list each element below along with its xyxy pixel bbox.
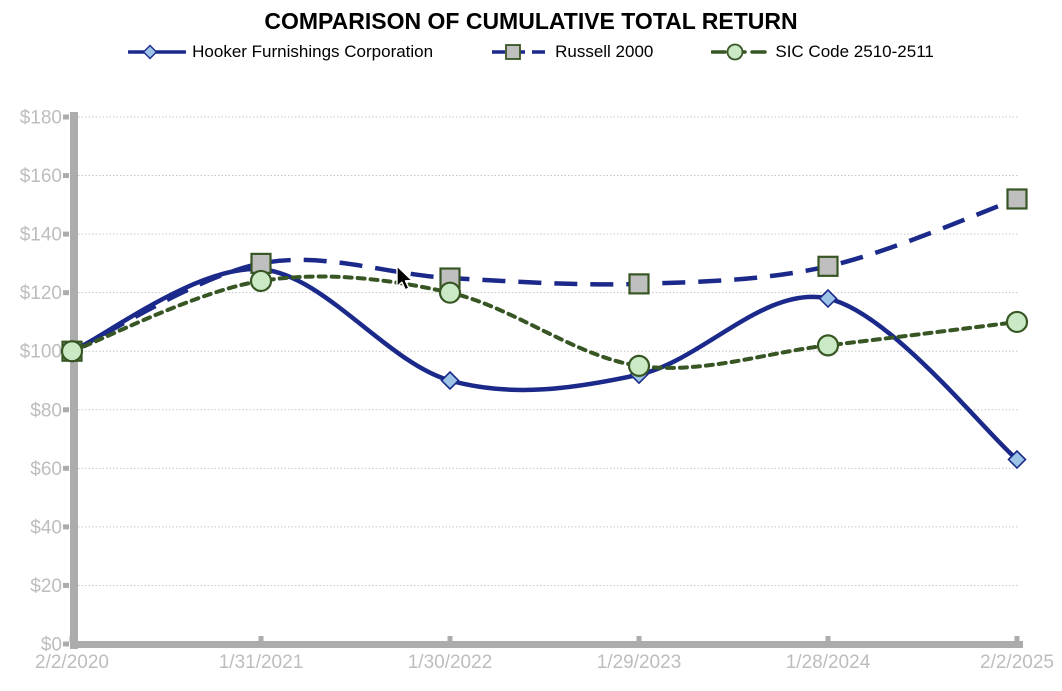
square-marker-russell-2000 bbox=[817, 255, 839, 277]
y-tick bbox=[63, 173, 69, 179]
gridlines bbox=[78, 116, 1019, 586]
y-tick bbox=[63, 231, 69, 237]
axes bbox=[63, 112, 1023, 649]
axis-labels: $0 $20 $40 $60 $80 $100 $120 $140 $160 $180 2/2/20… bbox=[20, 108, 1054, 674]
x-axis-tick-label: 2/2/2020 bbox=[35, 652, 109, 673]
x-tick bbox=[258, 636, 264, 642]
diamond-marker-hooker-furnishings-corporation bbox=[818, 288, 838, 309]
y-axis-line bbox=[70, 112, 78, 649]
y-tick bbox=[63, 465, 69, 471]
series-line-hooker-furnishings-corporation bbox=[69, 266, 1020, 462]
x-tick bbox=[447, 636, 453, 642]
legend-label: Russell 2000 bbox=[555, 42, 654, 61]
legend-label: Hooker Furnishings Corporation bbox=[192, 42, 434, 61]
series-line-russell-2000 bbox=[71, 196, 1018, 354]
y-tick bbox=[63, 290, 69, 296]
line-diamond-swatch-icon bbox=[128, 44, 187, 60]
diamond-marker-hooker-furnishings-corporation bbox=[1007, 449, 1027, 470]
y-axis-tick-label: $140 bbox=[20, 225, 62, 246]
chart-title: COMPARISON OF CUMULATIVE TOTAL RETURN bbox=[264, 8, 798, 34]
legend-item-hooker-furnishings: Hooker Furnishings Corporation bbox=[128, 42, 433, 62]
dashed-line-square-swatch-icon bbox=[492, 44, 549, 60]
legend-item-russell-2000: Russell 2000 bbox=[491, 42, 653, 62]
circle-marker-sic-code-2510-2511 bbox=[627, 354, 651, 377]
x-axis-tick-label: 1/28/2024 bbox=[786, 652, 871, 673]
y-tick bbox=[63, 114, 69, 120]
y-axis-tick-label: $20 bbox=[30, 576, 62, 597]
square-marker-russell-2000 bbox=[628, 273, 650, 295]
series-markers bbox=[60, 188, 1029, 470]
circle-marker-sic-code-2510-2511 bbox=[438, 281, 462, 304]
series-lines bbox=[69, 196, 1020, 462]
y-tick bbox=[63, 524, 69, 530]
mouse-cursor-icon bbox=[396, 265, 413, 291]
x-tick bbox=[825, 636, 831, 642]
x-tick bbox=[69, 636, 75, 642]
circle-marker-sic-code-2510-2511 bbox=[60, 340, 84, 363]
y-axis-tick-label: $180 bbox=[20, 108, 62, 129]
x-axis-tick-label: 1/31/2021 bbox=[219, 652, 304, 673]
y-axis-tick-label: $0 bbox=[41, 635, 62, 656]
y-axis-tick-label: $120 bbox=[20, 283, 62, 304]
legend: Hooker Furnishings Corporation Russell 2… bbox=[0, 42, 1062, 62]
circle-marker-sic-code-2510-2511 bbox=[816, 334, 840, 357]
x-tick bbox=[636, 636, 642, 642]
legend-item-sic-code: SIC Code 2510-2511 bbox=[711, 42, 934, 62]
y-axis-tick-label: $160 bbox=[20, 166, 62, 187]
square-marker-russell-2000 bbox=[1006, 188, 1028, 210]
x-axis-tick-label: 1/30/2022 bbox=[408, 652, 493, 673]
legend-label: SIC Code 2510-2511 bbox=[775, 42, 934, 61]
circle-marker-sic-code-2510-2511 bbox=[1005, 310, 1029, 334]
y-tick bbox=[63, 582, 69, 588]
y-axis-tick-label: $60 bbox=[30, 459, 62, 480]
x-axis-line bbox=[70, 641, 1023, 648]
y-axis-tick-label: $80 bbox=[30, 400, 62, 421]
dashed-line-circle-swatch-icon bbox=[711, 43, 770, 61]
diamond-marker-hooker-furnishings-corporation bbox=[440, 370, 460, 391]
circle-marker-sic-code-2510-2511 bbox=[249, 269, 273, 293]
y-axis-tick-label: $40 bbox=[30, 517, 62, 538]
x-axis-tick-label: 2/2/2025 bbox=[980, 652, 1054, 673]
y-tick bbox=[63, 407, 69, 413]
series-line-sic-code-2510-2511 bbox=[70, 274, 1019, 370]
y-axis-tick-label: $100 bbox=[20, 342, 62, 363]
y-tick bbox=[63, 641, 69, 647]
x-axis-tick-label: 1/29/2023 bbox=[597, 652, 682, 673]
x-tick bbox=[1014, 636, 1020, 642]
